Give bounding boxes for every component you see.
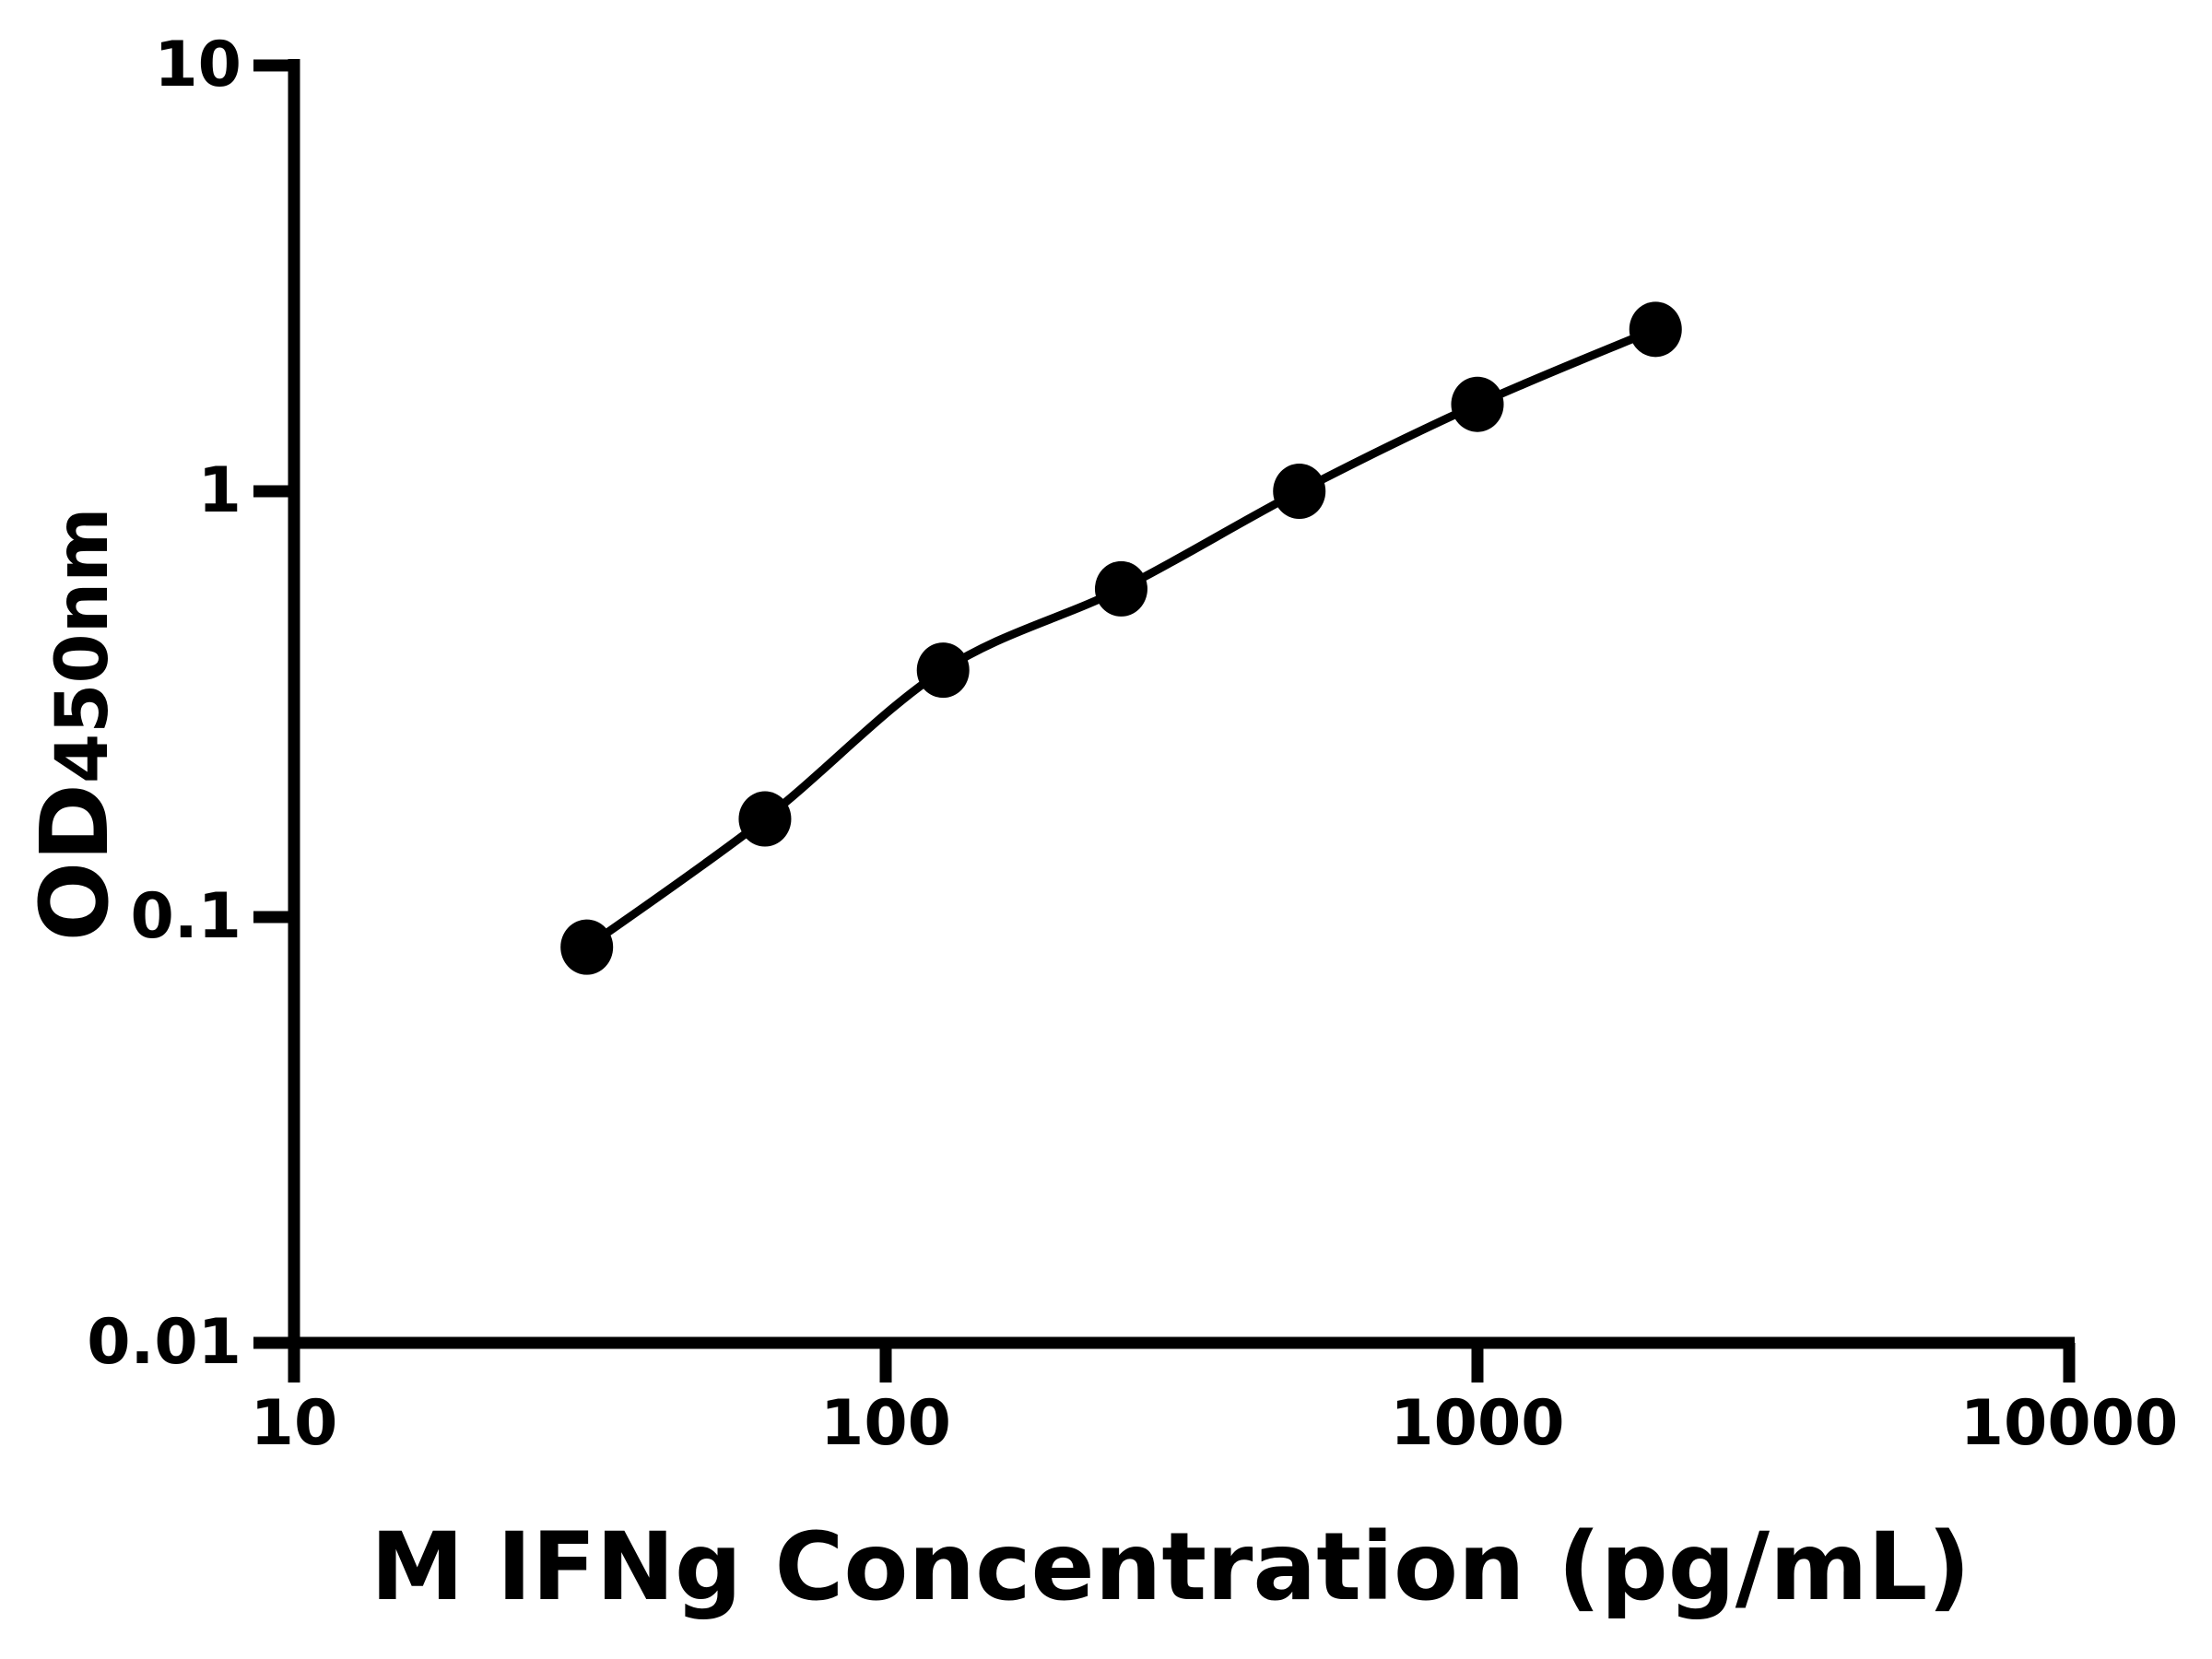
y-axis-title-subscript: 450nm <box>41 507 124 784</box>
data-point-marker <box>916 642 970 699</box>
data-point-marker <box>1273 464 1326 519</box>
x-axis-title: M IFNg Concentration (pg/mL) <box>371 1512 1971 1622</box>
y-axis-title: OD450nm <box>20 507 130 941</box>
data-point-marker <box>1094 560 1147 617</box>
data-point-marker <box>560 919 614 975</box>
y-tick-label: 0.01 <box>87 1306 241 1379</box>
x-tick-label: 100 <box>820 1387 951 1460</box>
y-tick-label: 0.1 <box>130 880 241 953</box>
data-point-marker <box>1629 301 1682 358</box>
y-axis-title-main: OD <box>20 783 130 942</box>
data-point-marker <box>1451 376 1504 432</box>
x-tick-label: 10000 <box>1959 1387 2179 1460</box>
x-tick-label: 1000 <box>1390 1387 1565 1460</box>
data-point-marker <box>738 791 792 847</box>
x-tick-label: 10 <box>250 1387 338 1460</box>
y-tick-label: 10 <box>154 29 241 101</box>
y-tick-label: 1 <box>197 454 241 527</box>
